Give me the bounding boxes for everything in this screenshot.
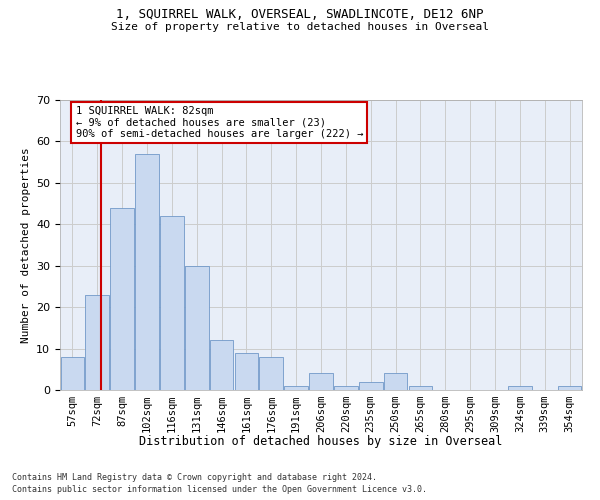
Bar bbox=[259, 357, 283, 390]
Text: Contains HM Land Registry data © Crown copyright and database right 2024.: Contains HM Land Registry data © Crown c… bbox=[12, 472, 377, 482]
Bar bbox=[135, 154, 159, 390]
Text: 1 SQUIRREL WALK: 82sqm
← 9% of detached houses are smaller (23)
90% of semi-deta: 1 SQUIRREL WALK: 82sqm ← 9% of detached … bbox=[76, 106, 363, 139]
Text: 1, SQUIRREL WALK, OVERSEAL, SWADLINCOTE, DE12 6NP: 1, SQUIRREL WALK, OVERSEAL, SWADLINCOTE,… bbox=[116, 8, 484, 20]
Bar bbox=[284, 386, 308, 390]
Bar bbox=[359, 382, 383, 390]
Bar bbox=[85, 294, 109, 390]
Bar bbox=[558, 386, 581, 390]
Bar bbox=[309, 374, 333, 390]
Bar bbox=[384, 374, 407, 390]
Text: Distribution of detached houses by size in Overseal: Distribution of detached houses by size … bbox=[139, 435, 503, 448]
Bar bbox=[508, 386, 532, 390]
Bar bbox=[334, 386, 358, 390]
Bar bbox=[409, 386, 432, 390]
Text: Contains public sector information licensed under the Open Government Licence v3: Contains public sector information licen… bbox=[12, 485, 427, 494]
Bar bbox=[160, 216, 184, 390]
Bar bbox=[110, 208, 134, 390]
Bar bbox=[210, 340, 233, 390]
Y-axis label: Number of detached properties: Number of detached properties bbox=[20, 147, 31, 343]
Text: Size of property relative to detached houses in Overseal: Size of property relative to detached ho… bbox=[111, 22, 489, 32]
Bar bbox=[61, 357, 84, 390]
Bar bbox=[185, 266, 209, 390]
Bar bbox=[235, 352, 258, 390]
